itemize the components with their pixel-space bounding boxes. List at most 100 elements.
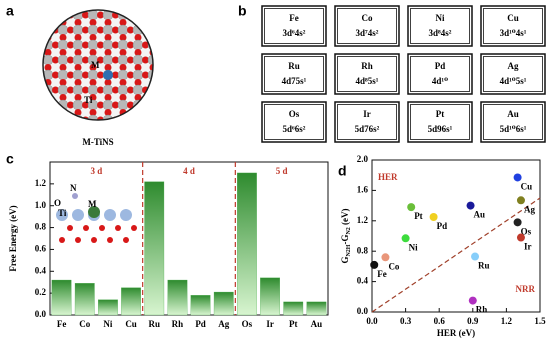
atom xyxy=(74,94,82,101)
atom xyxy=(72,24,84,36)
atom xyxy=(72,39,84,51)
x-tick-label: Rh xyxy=(172,319,184,329)
element-card-inner xyxy=(264,8,324,44)
element-card-inner xyxy=(483,8,543,44)
element-card-inner xyxy=(483,56,543,92)
x-tick-label: 0.0 xyxy=(366,316,378,326)
atom xyxy=(57,39,69,51)
atom xyxy=(59,94,67,101)
x-tick-label: Co xyxy=(79,319,90,329)
inset-atom xyxy=(115,225,121,231)
atom xyxy=(59,64,67,71)
atom xyxy=(67,56,74,64)
element-card-inner xyxy=(410,104,470,140)
x-tick-label: Pd xyxy=(195,319,206,329)
atom xyxy=(43,10,54,21)
atom xyxy=(87,39,99,51)
atom xyxy=(117,54,129,66)
atom xyxy=(119,94,127,101)
point xyxy=(466,201,475,210)
atom xyxy=(43,99,54,111)
element-card xyxy=(334,5,400,47)
atom xyxy=(142,101,149,109)
atom xyxy=(112,41,119,49)
atom xyxy=(157,102,164,109)
point-label: Cu xyxy=(521,182,533,192)
element-card-inner xyxy=(410,8,470,44)
element-config: 4d⁸5s¹ xyxy=(356,76,379,86)
atom xyxy=(30,109,37,116)
atom xyxy=(30,4,37,11)
atom xyxy=(102,39,114,51)
atom xyxy=(127,101,134,109)
atom xyxy=(74,34,82,41)
atom xyxy=(73,0,83,5)
atom xyxy=(147,24,153,36)
atom xyxy=(149,109,153,116)
atom xyxy=(30,124,37,131)
atom xyxy=(67,71,74,79)
atom xyxy=(89,19,97,26)
atom xyxy=(112,71,119,79)
panel-label: a xyxy=(6,3,14,19)
atom xyxy=(127,11,134,19)
atom xyxy=(147,84,153,96)
atom xyxy=(59,34,67,41)
atom xyxy=(132,10,144,21)
bar xyxy=(306,301,327,316)
point xyxy=(370,260,379,269)
point-label: Os xyxy=(521,226,532,236)
atom xyxy=(127,71,134,79)
atom xyxy=(120,124,127,131)
element-card-inner xyxy=(264,104,324,140)
point-label: Ag xyxy=(524,204,535,214)
atom xyxy=(104,94,112,101)
atom xyxy=(97,11,104,19)
atom xyxy=(89,79,97,86)
atom xyxy=(157,42,164,49)
atom xyxy=(89,49,97,56)
point xyxy=(407,203,416,212)
point-label: Ru xyxy=(478,261,490,271)
x-tick-label: Ru xyxy=(148,319,160,329)
atom xyxy=(30,64,37,71)
atom xyxy=(67,86,74,94)
atom xyxy=(119,64,127,71)
atom xyxy=(97,71,104,79)
atom xyxy=(37,0,44,4)
atom xyxy=(67,26,74,34)
atom xyxy=(43,86,44,94)
point xyxy=(516,196,525,205)
element-card-inner xyxy=(264,56,324,92)
bar xyxy=(98,299,118,316)
element-card-inner xyxy=(337,8,397,44)
y-axis-label-part: -G xyxy=(340,235,350,245)
atom xyxy=(135,124,142,131)
atom xyxy=(102,99,114,111)
x-tick-label: 1.2 xyxy=(501,316,513,326)
inset-n xyxy=(72,193,78,199)
x-tick-label: Cu xyxy=(125,319,137,329)
atom xyxy=(30,79,37,86)
point-label: Ir xyxy=(524,242,532,252)
y-tick-label: 0.0 xyxy=(357,306,369,316)
atom xyxy=(72,99,84,111)
atom xyxy=(52,116,59,120)
atom xyxy=(74,10,82,11)
atom xyxy=(142,71,149,79)
atom xyxy=(45,124,52,131)
atom xyxy=(118,0,128,5)
region-label: HER xyxy=(378,172,398,182)
atom xyxy=(43,24,54,36)
atom xyxy=(97,101,104,109)
atom xyxy=(89,109,97,116)
atom xyxy=(119,79,127,86)
atom xyxy=(75,124,82,131)
atom xyxy=(43,116,44,120)
atom xyxy=(57,10,69,21)
atom xyxy=(147,54,153,66)
inset-atom xyxy=(131,225,137,231)
atom xyxy=(43,26,44,34)
atom xyxy=(72,84,84,96)
atom xyxy=(43,101,44,109)
